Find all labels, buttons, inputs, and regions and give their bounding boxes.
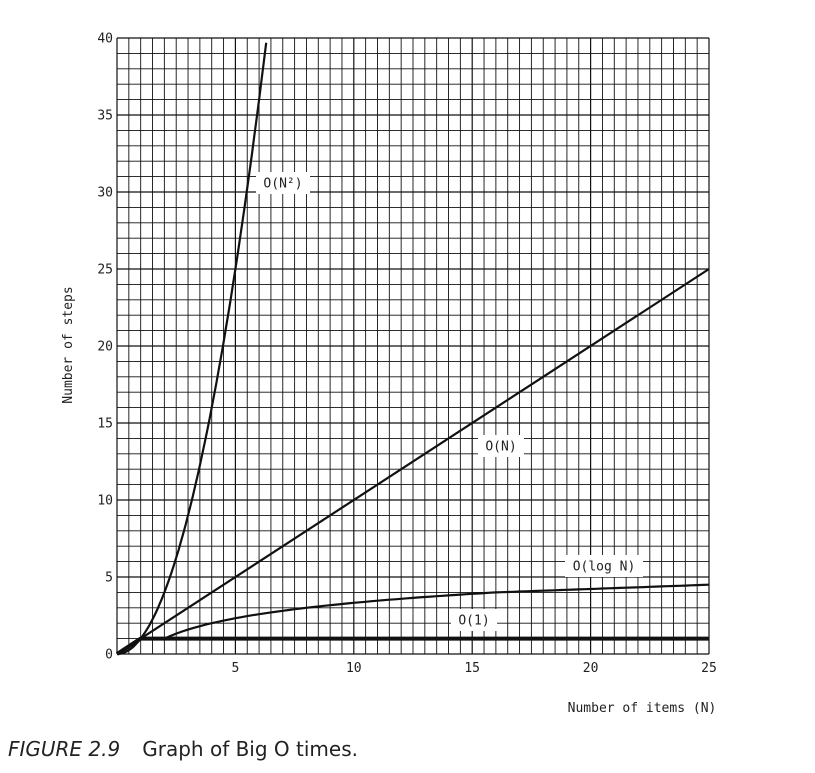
series-label: O(N) — [485, 440, 516, 455]
y-tick-bg — [87, 107, 115, 123]
series-label-bg — [565, 555, 643, 577]
y-tick-label: 15 — [97, 417, 113, 432]
y-axis-label: Number of steps — [61, 286, 76, 403]
figure-caption: FIGURE 2.9 Graph of Big O times. — [8, 737, 358, 761]
y-tick-label: 20 — [97, 340, 113, 355]
caption-text: Graph of Big O times. — [142, 737, 358, 761]
x-tick-label: 15 — [464, 661, 480, 676]
chart-ticks: 5 10 15 20 25 0 5 10 15 20 25 30 35 40 — [87, 30, 717, 676]
big-o-chart: O(1) O(log N) O(N) O(N²) 5 10 15 20 25 0 5 10 15 20 2… — [61, 30, 717, 716]
y-tick-bg — [87, 415, 115, 431]
x-axis-label: Number of items (N) — [568, 701, 717, 716]
series-line-ologn — [116, 583, 710, 655]
y-tick-label: 35 — [97, 109, 113, 124]
series-label: O(log N) — [573, 560, 636, 575]
chart-series — [115, 42, 710, 656]
figure-number: FIGURE 2.9 — [8, 737, 121, 761]
series-label: O(1) — [458, 614, 489, 629]
series-line-on — [116, 42, 268, 656]
chart-grid — [116, 37, 710, 655]
y-tick-bg — [87, 30, 115, 46]
y-tick-label: 40 — [97, 32, 113, 47]
y-tick-label: 10 — [97, 494, 113, 509]
x-tick-label: 20 — [583, 661, 599, 676]
series-line-on — [116, 268, 710, 655]
series-label-bg — [478, 435, 524, 457]
y-tick-label: 25 — [97, 263, 113, 278]
series-label-bg — [451, 609, 497, 631]
y-tick-bg — [87, 184, 115, 200]
x-tick-label: 25 — [701, 661, 717, 676]
y-tick-bg — [87, 646, 115, 662]
x-tick-label: 5 — [231, 661, 239, 676]
y-tick-label: 0 — [105, 648, 113, 663]
y-tick-label: 5 — [105, 571, 113, 586]
y-tick-bg — [87, 492, 115, 508]
series-label: O(N²) — [263, 177, 302, 192]
y-tick-bg — [87, 261, 115, 277]
series-label-bg — [256, 172, 310, 194]
y-tick-bg — [87, 338, 115, 354]
x-tick-label: 10 — [346, 661, 362, 676]
y-tick-label: 30 — [97, 186, 113, 201]
chart-labels: O(1) O(log N) O(N) O(N²) — [256, 172, 643, 631]
y-tick-bg — [87, 569, 115, 585]
